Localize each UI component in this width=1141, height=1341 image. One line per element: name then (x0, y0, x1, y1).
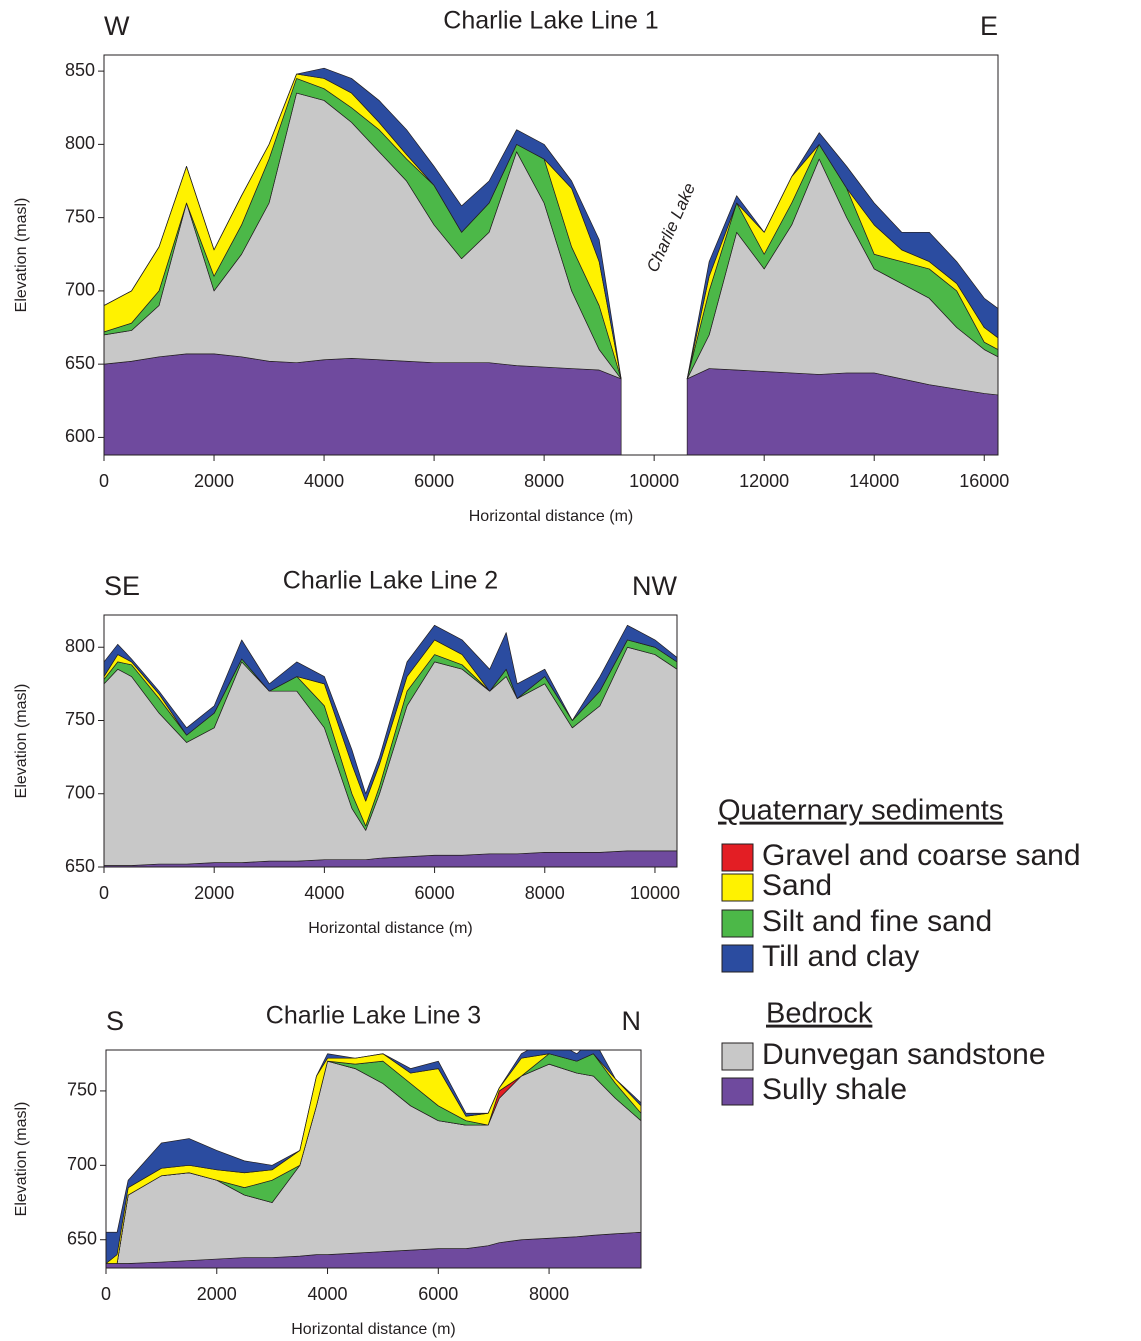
y-tick-label: 700 (65, 782, 95, 802)
legend-title: Quaternary sediments (718, 795, 1003, 827)
chart-title: Charlie Lake Line 3 (266, 1002, 481, 1030)
y-tick-label: 800 (65, 133, 95, 153)
x-tick-label: 10000 (630, 883, 680, 903)
x-tick-label: 0 (101, 1284, 111, 1304)
x-tick-label: 2000 (197, 1284, 237, 1304)
plot-area (106, 1050, 641, 1268)
y-tick-label: 750 (65, 709, 95, 729)
x-axis-label: Horizontal distance (m) (469, 508, 634, 525)
legend-title: Bedrock (766, 998, 873, 1030)
chart-title: Charlie Lake Line 2 (283, 567, 498, 595)
x-tick-label: 4000 (308, 1284, 348, 1304)
legend-label: Sully shale (762, 1073, 907, 1106)
legend-label: Dunvegan sandstone (762, 1038, 1046, 1071)
legend-swatch (721, 1077, 754, 1106)
x-tick-label: 8000 (524, 471, 564, 491)
x-tick-label: 12000 (739, 471, 789, 491)
y-tick-label: 750 (67, 1080, 97, 1100)
plot-area (104, 624, 677, 867)
x-tick-label: 0 (99, 471, 109, 491)
legend-swatch (721, 873, 754, 902)
plot-frame (103, 54, 999, 456)
x-tick-label: 6000 (414, 471, 454, 491)
x-tick-label: 8000 (529, 1284, 569, 1304)
y-tick-label: 850 (65, 60, 95, 80)
legend-label: Sand (762, 869, 832, 902)
x-tick-label: 2000 (194, 883, 234, 903)
legend-label: Silt and fine sand (762, 905, 992, 938)
legend-swatch (721, 909, 754, 938)
y-axis-label: Elevation (masl) (13, 198, 30, 313)
direction-label: SE (104, 571, 140, 601)
x-tick-label: 10000 (629, 471, 679, 491)
x-axis-label: Horizontal distance (m) (308, 920, 473, 937)
y-tick-label: 800 (65, 636, 95, 656)
x-tick-label: 0 (99, 883, 109, 903)
layer-area (104, 624, 677, 802)
y-tick-label: 600 (65, 426, 95, 446)
x-tick-label: 6000 (418, 1284, 458, 1304)
legend-swatch (721, 944, 754, 973)
plot-frame (105, 1049, 642, 1269)
legend-label: Till and clay (762, 940, 919, 973)
x-tick-label: 14000 (849, 471, 899, 491)
y-tick-label: 650 (67, 1228, 97, 1248)
y-tick-label: 750 (65, 206, 95, 226)
x-tick-label: 4000 (304, 471, 344, 491)
x-tick-label: 4000 (304, 883, 344, 903)
layer-area (106, 1050, 641, 1264)
direction-label: S (106, 1006, 124, 1036)
lake-annotation: Charlie Lake (643, 180, 699, 275)
layer-area (104, 67, 998, 380)
y-tick-label: 700 (67, 1154, 97, 1174)
y-tick-label: 650 (65, 856, 95, 876)
x-tick-label: 2000 (194, 471, 234, 491)
y-axis-label: Elevation (masl) (13, 684, 30, 799)
x-tick-label: 8000 (525, 883, 565, 903)
chart-title: Charlie Lake Line 1 (443, 7, 658, 35)
x-tick-label: 16000 (959, 471, 1009, 491)
direction-label: E (980, 11, 998, 41)
direction-label: N (622, 1006, 642, 1036)
legend-label: Gravel and coarse sand (762, 839, 1081, 872)
legend-swatch (721, 1042, 754, 1071)
legend-swatch (721, 843, 754, 872)
direction-label: NW (632, 571, 677, 601)
y-tick-label: 700 (65, 280, 95, 300)
x-tick-label: 6000 (415, 883, 455, 903)
y-axis-label: Elevation (masl) (13, 1102, 30, 1217)
plot-area (104, 67, 998, 455)
direction-label: W (104, 11, 130, 41)
x-axis-label: Horizontal distance (m) (291, 1321, 456, 1338)
plot-frame (103, 614, 678, 868)
y-tick-label: 650 (65, 353, 95, 373)
